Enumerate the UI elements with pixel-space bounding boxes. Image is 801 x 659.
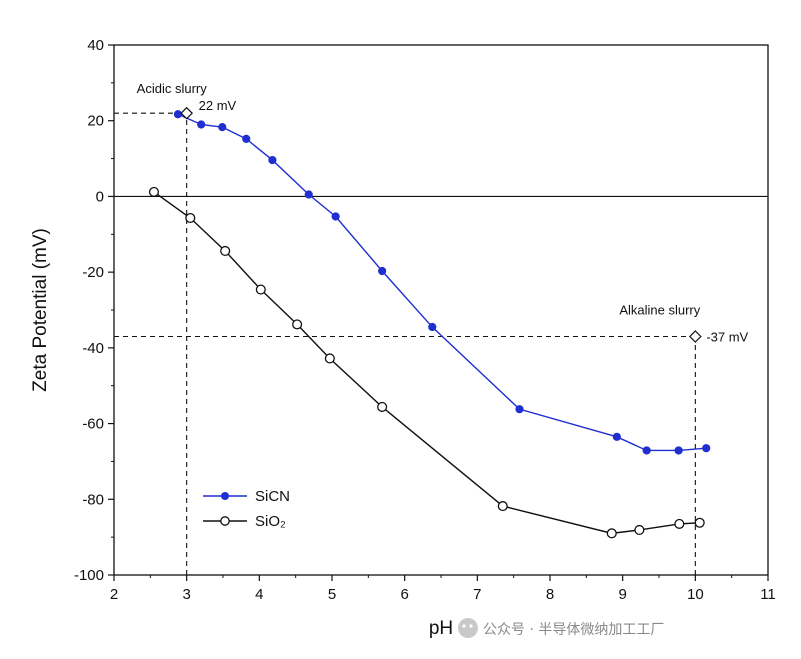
- series-line-sicn: [177, 113, 707, 452]
- data-point-sicn: [674, 446, 683, 455]
- wechat-logo-icon: [458, 618, 478, 638]
- x-tick-label: 7: [473, 586, 481, 603]
- data-point-sio2: [292, 319, 303, 330]
- y-tick-label: -100: [74, 567, 104, 584]
- data-point-sio2: [377, 401, 388, 412]
- data-point-sio2: [674, 518, 685, 529]
- annotation-minus37mv: -37 mV: [706, 330, 748, 345]
- data-point-sicn: [428, 322, 437, 332]
- annotation-acidic-slurry: Acidic slurry: [137, 81, 208, 96]
- data-point-sicn: [515, 405, 524, 414]
- legend: SiCN SiO₂: [203, 488, 290, 530]
- x-tick-label: 6: [400, 586, 408, 603]
- data-point-sio2: [185, 212, 196, 224]
- data-point-sicn: [304, 190, 313, 199]
- y-tick-label: 0: [96, 188, 104, 205]
- data-point-sicn: [218, 123, 227, 132]
- diamond-marker-acidic: [180, 106, 194, 120]
- watermark-text: 公众号 · 半导体微纳加工工厂: [483, 622, 664, 638]
- wechat-logo-eye-icon: [462, 624, 466, 628]
- x-axis-title: pH: [429, 618, 453, 639]
- diamond-marker-alkaline: [688, 330, 702, 343]
- data-point-sicn: [378, 266, 387, 276]
- legend-label-sicn: SiCN: [255, 488, 290, 505]
- data-point-sicn: [197, 120, 206, 129]
- data-point-sio2: [324, 353, 335, 364]
- x-tick-label: 8: [546, 586, 554, 603]
- annotation-alkaline-slurry: Alkaline slurry: [619, 303, 700, 318]
- y-tick-label: -40: [82, 340, 104, 357]
- x-tick-label: 4: [255, 586, 263, 603]
- x-tick-label: 5: [328, 586, 336, 603]
- x-tick-label: 2: [110, 586, 118, 603]
- annotation-22mv: 22 mV: [199, 98, 237, 113]
- legend-marker-sio2: [220, 516, 230, 526]
- data-point-sio2: [255, 284, 266, 295]
- data-point-sio2: [220, 245, 231, 256]
- data-point-sicn: [702, 444, 711, 453]
- x-tick-label: 10: [687, 586, 704, 603]
- data-point-sio2: [634, 524, 645, 535]
- x-tick-label: 11: [760, 586, 776, 603]
- reference-lines: [114, 112, 768, 575]
- y-tick-label: 40: [87, 37, 104, 54]
- data-point-sicn: [173, 110, 183, 119]
- data-point-sio2: [497, 501, 508, 512]
- x-axis: 2 3 4 5 6 7 8 9 10 11: [110, 575, 776, 603]
- annotations: Acidic slurry 22 mV Alkaline slurry -37 mV: [137, 81, 749, 344]
- data-point-sicn: [331, 212, 340, 221]
- data-point-sicn: [642, 446, 651, 455]
- y-axis: 40 20 0 -20 -40 -60 -80 -100: [74, 37, 114, 584]
- data-point-sicn: [242, 134, 251, 143]
- series-layer: [148, 110, 711, 539]
- legend-label-sio2: SiO₂: [255, 513, 286, 530]
- data-point-sio2: [694, 517, 705, 528]
- y-axis-title: Zeta Potential (mV): [30, 228, 51, 392]
- data-point-sio2: [606, 528, 617, 539]
- series-line-sio2: [153, 191, 700, 535]
- y-tick-label: -80: [82, 491, 104, 508]
- x-tick-label: 3: [182, 586, 190, 603]
- x-tick-label: 9: [618, 586, 626, 603]
- data-point-sicn: [612, 432, 621, 441]
- wechat-logo-eye-icon: [469, 624, 473, 628]
- legend-marker-sicn: [221, 492, 229, 500]
- y-tick-label: 20: [87, 113, 104, 130]
- y-tick-label: -60: [82, 416, 104, 433]
- data-point-sicn: [268, 155, 277, 165]
- watermark: 公众号 · 半导体微纳加工工厂: [458, 618, 664, 638]
- y-tick-label: -20: [82, 264, 104, 281]
- data-point-sio2: [148, 186, 160, 197]
